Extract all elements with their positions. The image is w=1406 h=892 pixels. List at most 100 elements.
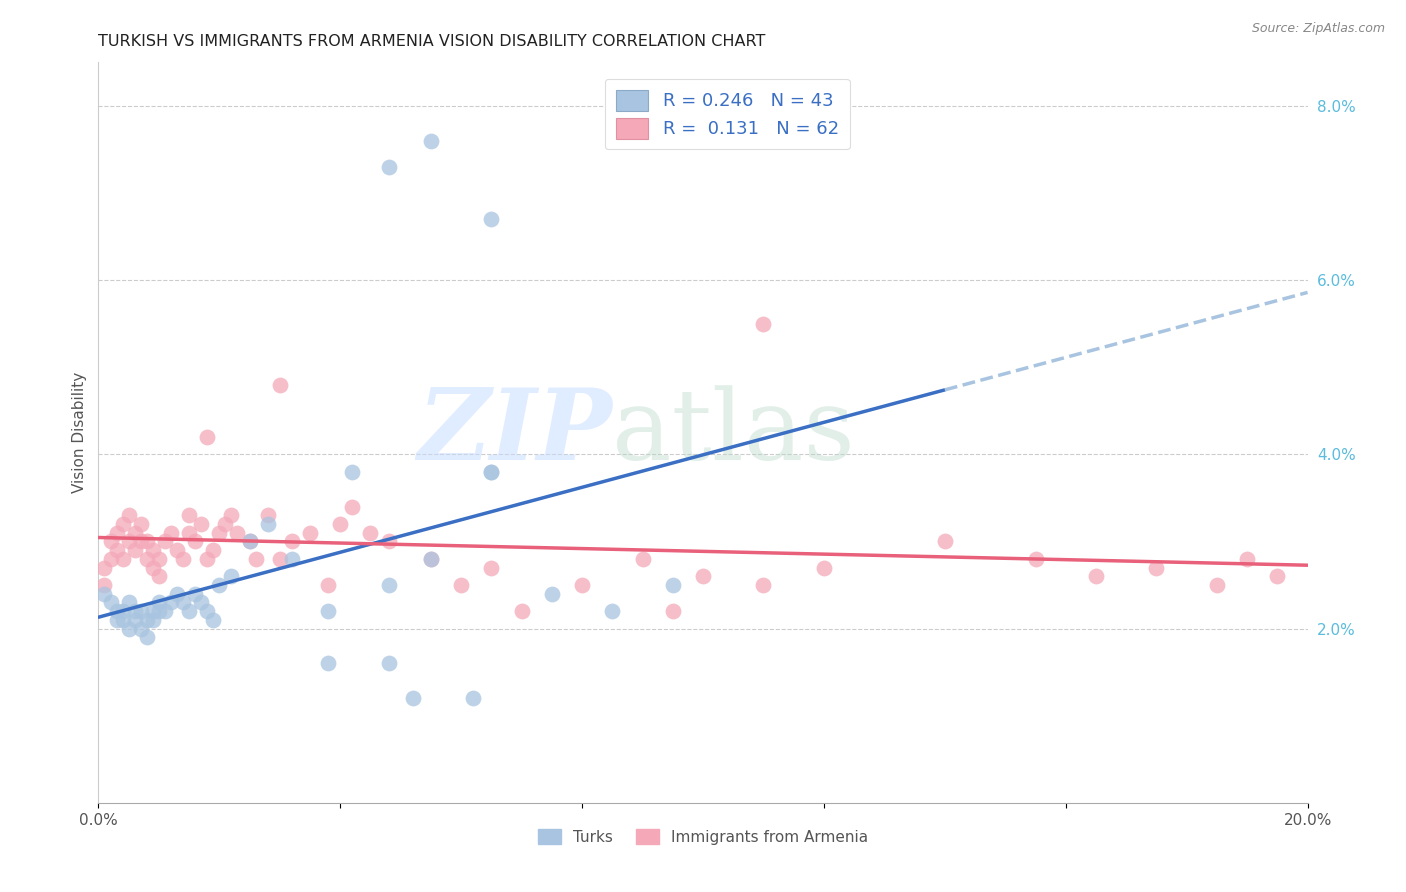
- Point: [160, 595, 183, 609]
- Point: [135, 630, 157, 644]
- Point: [377, 160, 399, 174]
- Point: [129, 622, 152, 636]
- Text: ZIP: ZIP: [418, 384, 613, 481]
- Point: [450, 578, 472, 592]
- Point: [135, 613, 157, 627]
- Point: [129, 517, 152, 532]
- Point: [135, 552, 157, 566]
- Point: [124, 543, 146, 558]
- Point: [118, 595, 141, 609]
- Point: [111, 552, 134, 566]
- Point: [481, 465, 503, 479]
- Point: [184, 534, 207, 549]
- Point: [129, 534, 152, 549]
- Point: [100, 595, 122, 609]
- Text: atlas: atlas: [613, 384, 855, 481]
- Point: [463, 691, 485, 706]
- Point: [752, 317, 775, 331]
- Point: [172, 552, 194, 566]
- Point: [281, 534, 304, 549]
- Point: [420, 552, 443, 566]
- Point: [153, 604, 176, 618]
- Point: [602, 604, 624, 618]
- Point: [540, 587, 562, 601]
- Point: [124, 525, 146, 540]
- Legend: Turks, Immigrants from Armenia: Turks, Immigrants from Armenia: [531, 822, 875, 851]
- Point: [118, 508, 141, 523]
- Point: [202, 613, 225, 627]
- Point: [813, 560, 835, 574]
- Point: [692, 569, 714, 583]
- Point: [148, 552, 170, 566]
- Point: [179, 508, 201, 523]
- Point: [195, 552, 218, 566]
- Point: [195, 604, 218, 618]
- Point: [202, 543, 225, 558]
- Point: [135, 534, 157, 549]
- Point: [105, 613, 128, 627]
- Point: [481, 560, 503, 574]
- Point: [124, 604, 146, 618]
- Point: [208, 525, 231, 540]
- Point: [118, 622, 141, 636]
- Point: [142, 543, 165, 558]
- Point: [221, 569, 243, 583]
- Point: [481, 212, 503, 227]
- Point: [256, 517, 278, 532]
- Point: [281, 552, 304, 566]
- Point: [316, 604, 339, 618]
- Point: [510, 604, 533, 618]
- Point: [124, 613, 146, 627]
- Point: [420, 134, 443, 148]
- Point: [105, 525, 128, 540]
- Point: [245, 552, 267, 566]
- Point: [214, 517, 236, 532]
- Point: [377, 534, 399, 549]
- Point: [100, 552, 122, 566]
- Point: [111, 613, 134, 627]
- Point: [377, 578, 399, 592]
- Point: [129, 604, 152, 618]
- Point: [190, 517, 212, 532]
- Point: [111, 517, 134, 532]
- Point: [179, 525, 201, 540]
- Point: [118, 534, 141, 549]
- Point: [661, 578, 683, 592]
- Point: [661, 604, 683, 618]
- Point: [571, 578, 593, 592]
- Point: [269, 552, 291, 566]
- Point: [1024, 552, 1046, 566]
- Point: [100, 534, 122, 549]
- Point: [342, 500, 364, 514]
- Point: [153, 534, 176, 549]
- Point: [142, 613, 165, 627]
- Point: [208, 578, 231, 592]
- Point: [105, 543, 128, 558]
- Point: [269, 377, 291, 392]
- Point: [148, 604, 170, 618]
- Point: [172, 595, 194, 609]
- Point: [256, 508, 278, 523]
- Text: TURKISH VS IMMIGRANTS FROM ARMENIA VISION DISABILITY CORRELATION CHART: TURKISH VS IMMIGRANTS FROM ARMENIA VISIO…: [98, 34, 766, 49]
- Point: [160, 525, 183, 540]
- Point: [316, 578, 339, 592]
- Point: [1206, 578, 1229, 592]
- Point: [1267, 569, 1289, 583]
- Point: [166, 543, 188, 558]
- Point: [111, 604, 134, 618]
- Point: [105, 604, 128, 618]
- Point: [316, 657, 339, 671]
- Point: [934, 534, 956, 549]
- Point: [420, 552, 443, 566]
- Point: [190, 595, 212, 609]
- Point: [184, 587, 207, 601]
- Point: [179, 604, 201, 618]
- Point: [402, 691, 425, 706]
- Point: [148, 569, 170, 583]
- Point: [1236, 552, 1258, 566]
- Text: Source: ZipAtlas.com: Source: ZipAtlas.com: [1251, 22, 1385, 36]
- Point: [631, 552, 654, 566]
- Point: [239, 534, 262, 549]
- Point: [329, 517, 352, 532]
- Point: [142, 560, 165, 574]
